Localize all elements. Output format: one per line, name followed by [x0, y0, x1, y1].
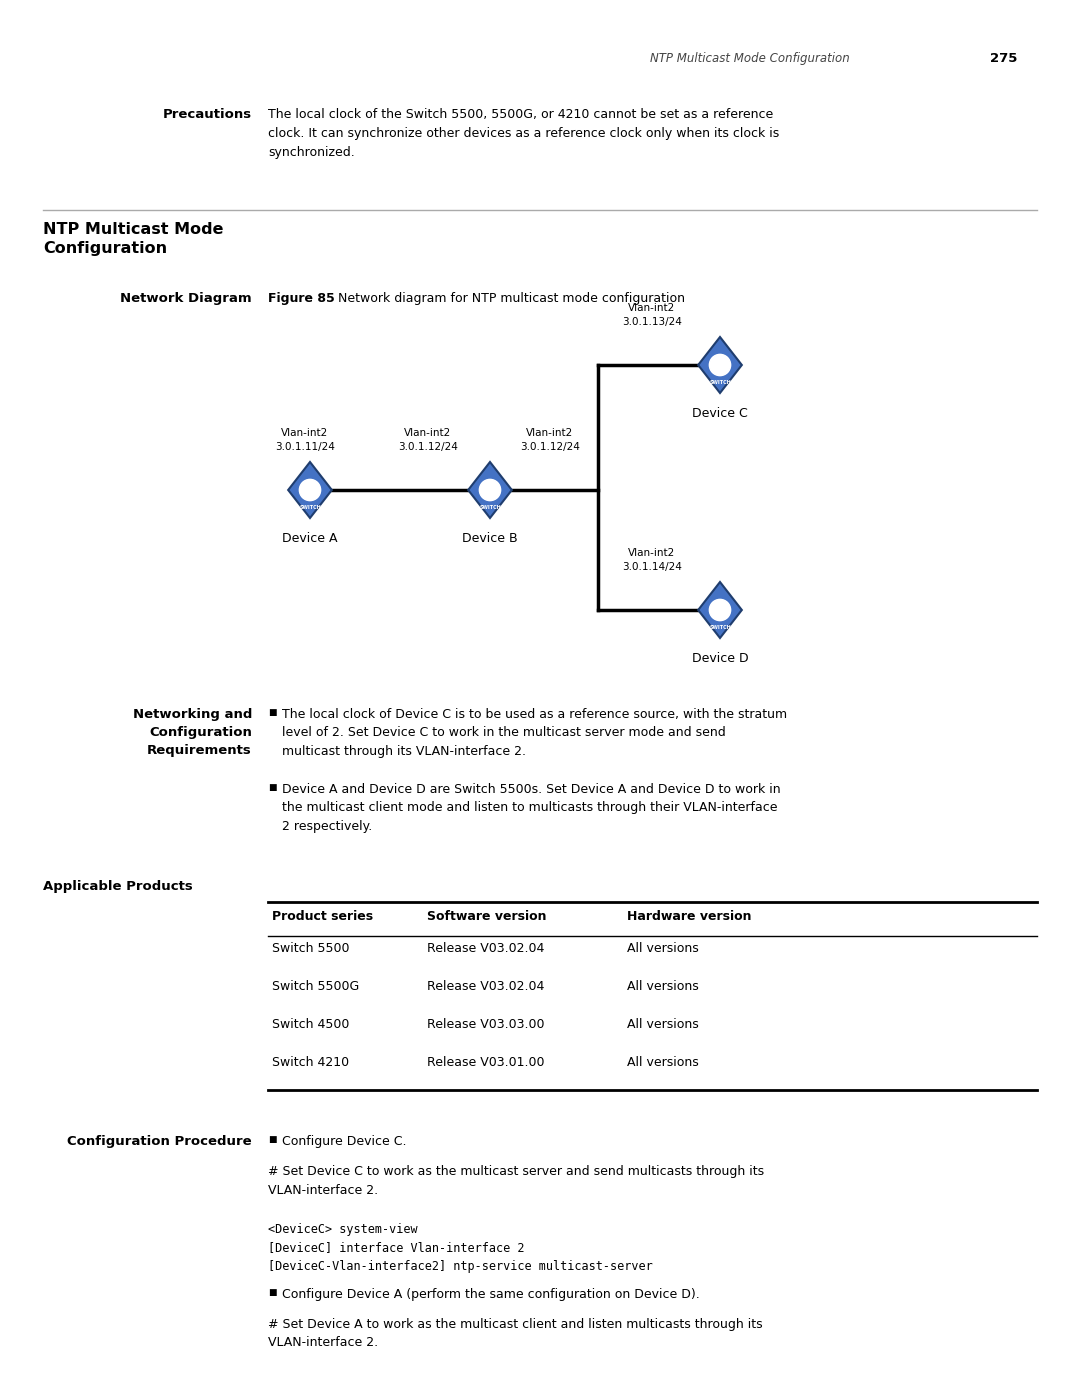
Text: The local clock of Device C is to be used as a reference source, with the stratu: The local clock of Device C is to be use… [282, 708, 787, 759]
Circle shape [480, 479, 501, 500]
Text: 3.0.1.12/24: 3.0.1.12/24 [521, 441, 580, 453]
Text: 3.0.1.13/24: 3.0.1.13/24 [622, 317, 681, 327]
Text: Hardware version: Hardware version [627, 909, 752, 923]
Text: Figure 85: Figure 85 [268, 292, 335, 305]
Text: 3.0.1.14/24: 3.0.1.14/24 [622, 562, 681, 571]
Text: Vlan-int2: Vlan-int2 [629, 548, 676, 557]
Polygon shape [698, 337, 742, 393]
Text: Switch 5500G: Switch 5500G [272, 981, 360, 993]
Text: All versions: All versions [627, 942, 699, 956]
Text: Vlan-int2: Vlan-int2 [629, 303, 676, 313]
Text: Product series: Product series [272, 909, 373, 923]
Text: Networking and
Configuration
Requirements: Networking and Configuration Requirement… [133, 708, 252, 757]
Text: Applicable Products: Applicable Products [43, 880, 192, 893]
Text: Device A: Device A [282, 532, 338, 545]
Text: ■: ■ [268, 782, 276, 792]
Text: # Set Device A to work as the multicast client and listen multicasts through its: # Set Device A to work as the multicast … [268, 1317, 762, 1350]
Text: Software version: Software version [427, 909, 546, 923]
Text: SWITCH: SWITCH [710, 624, 731, 630]
Text: Release V03.03.00: Release V03.03.00 [427, 1018, 544, 1031]
Text: Switch 4500: Switch 4500 [272, 1018, 349, 1031]
Text: <DeviceC> system-view
[DeviceC] interface Vlan-interface 2
[DeviceC-Vlan-interfa: <DeviceC> system-view [DeviceC] interfac… [268, 1222, 652, 1273]
Polygon shape [468, 462, 512, 518]
Text: Release V03.02.04: Release V03.02.04 [427, 942, 544, 956]
Text: 275: 275 [990, 52, 1017, 66]
Text: 3.0.1.12/24: 3.0.1.12/24 [399, 441, 458, 453]
Text: SWITCH: SWITCH [480, 504, 501, 510]
Text: NTP Multicast Mode Configuration: NTP Multicast Mode Configuration [650, 52, 850, 66]
Text: The local clock of the Switch 5500, 5500G, or 4210 cannot be set as a reference
: The local clock of the Switch 5500, 5500… [268, 108, 780, 159]
Text: Device D: Device D [691, 652, 748, 665]
Text: All versions: All versions [627, 981, 699, 993]
Text: 3.0.1.11/24: 3.0.1.11/24 [275, 441, 335, 453]
Text: Precautions: Precautions [163, 108, 252, 122]
Text: Network Diagram: Network Diagram [120, 292, 252, 305]
Text: NTP Multicast Mode
Configuration: NTP Multicast Mode Configuration [43, 222, 224, 256]
Text: All versions: All versions [627, 1018, 699, 1031]
Text: Network diagram for NTP multicast mode configuration: Network diagram for NTP multicast mode c… [338, 292, 685, 305]
Text: ■: ■ [268, 1288, 276, 1296]
Circle shape [299, 479, 321, 500]
Text: Vlan-int2: Vlan-int2 [282, 427, 328, 439]
Polygon shape [288, 462, 332, 518]
Text: ■: ■ [268, 708, 276, 717]
Text: Device A and Device D are Switch 5500s. Set Device A and Device D to work in
the: Device A and Device D are Switch 5500s. … [282, 782, 781, 833]
Text: Switch 4210: Switch 4210 [272, 1056, 349, 1069]
Text: All versions: All versions [627, 1056, 699, 1069]
Circle shape [710, 355, 731, 376]
Text: Device B: Device B [462, 532, 517, 545]
Circle shape [710, 599, 731, 620]
Text: SWITCH: SWITCH [710, 380, 731, 384]
Text: ■: ■ [268, 1134, 276, 1144]
Text: Configuration Procedure: Configuration Procedure [67, 1134, 252, 1148]
Text: Device C: Device C [692, 407, 747, 420]
Text: Release V03.01.00: Release V03.01.00 [427, 1056, 544, 1069]
Text: Release V03.02.04: Release V03.02.04 [427, 981, 544, 993]
Text: Configure Device C.: Configure Device C. [282, 1134, 406, 1148]
Text: # Set Device C to work as the multicast server and send multicasts through its
V: # Set Device C to work as the multicast … [268, 1165, 765, 1196]
Text: Vlan-int2: Vlan-int2 [526, 427, 573, 439]
Polygon shape [698, 583, 742, 638]
Text: Switch 5500: Switch 5500 [272, 942, 350, 956]
Text: SWITCH: SWITCH [299, 504, 321, 510]
Text: Vlan-int2: Vlan-int2 [404, 427, 451, 439]
Text: Configure Device A (perform the same configuration on Device D).: Configure Device A (perform the same con… [282, 1288, 700, 1301]
